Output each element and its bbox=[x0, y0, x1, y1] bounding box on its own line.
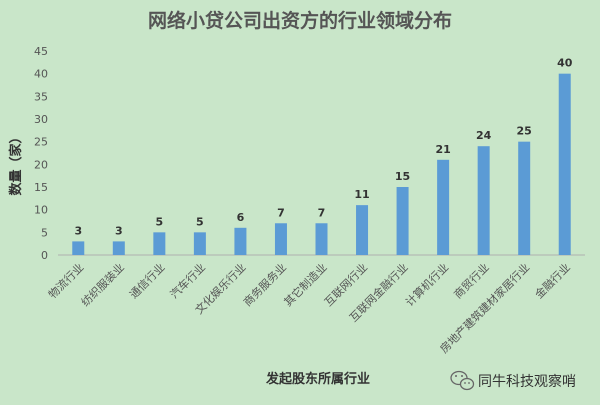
category-label: 汽车行业 bbox=[167, 260, 208, 301]
data-label: 15 bbox=[395, 170, 410, 183]
y-tick-label: 45 bbox=[34, 45, 48, 58]
y-axis-title: 数量（家） bbox=[8, 130, 24, 195]
y-tick-label: 5 bbox=[41, 226, 48, 239]
wechat-icon bbox=[450, 370, 475, 391]
data-label: 5 bbox=[156, 215, 164, 228]
category-label: 通信行业 bbox=[127, 261, 167, 301]
category-label: 商务服务业 bbox=[240, 260, 289, 309]
bars bbox=[72, 73, 571, 256]
y-tick-label: 30 bbox=[34, 113, 48, 126]
category-label: 物流行业 bbox=[45, 260, 86, 301]
category-label: 纺织服装业 bbox=[78, 260, 127, 309]
x-axis-title: 发起股东所属行业 bbox=[265, 371, 370, 387]
data-label: 25 bbox=[517, 125, 532, 138]
bar bbox=[518, 141, 531, 255]
data-label: 40 bbox=[557, 57, 573, 70]
data-label: 24 bbox=[476, 129, 492, 142]
bar bbox=[315, 223, 328, 255]
y-tick-label: 10 bbox=[34, 204, 48, 217]
y-axis-ticks: 0 5 10 15 20 25 30 35 40 45 bbox=[34, 45, 48, 262]
bar bbox=[153, 232, 166, 255]
data-label: 7 bbox=[277, 206, 285, 219]
data-label: 3 bbox=[115, 224, 123, 237]
bar bbox=[112, 241, 125, 255]
category-label: 商贸行业 bbox=[451, 260, 492, 301]
y-tick-label: 15 bbox=[34, 181, 48, 194]
category-label: 金融行业 bbox=[532, 260, 573, 301]
y-tick-label: 20 bbox=[34, 158, 48, 171]
bar bbox=[193, 232, 206, 255]
data-label: 5 bbox=[196, 215, 204, 228]
bar bbox=[234, 227, 247, 255]
bar bbox=[437, 159, 450, 255]
data-label: 21 bbox=[435, 143, 450, 156]
y-tick-label: 35 bbox=[34, 90, 48, 103]
bar bbox=[396, 187, 409, 255]
bar bbox=[558, 73, 571, 256]
bar bbox=[274, 223, 287, 255]
chart-title: 网络小贷公司出资方的行业领域分布 bbox=[148, 9, 452, 32]
y-tick-label: 25 bbox=[34, 136, 48, 149]
y-tick-label: 0 bbox=[41, 249, 48, 262]
data-label: 11 bbox=[354, 188, 369, 201]
watermark: 同牛科技观察哨 bbox=[450, 370, 576, 391]
bar bbox=[477, 146, 490, 255]
data-labels: 3 3 5 5 6 7 7 11 15 21 24 25 40 bbox=[74, 57, 572, 238]
bar bbox=[356, 205, 369, 255]
category-label: 计算机行业 bbox=[402, 260, 451, 309]
watermark-text: 同牛科技观察哨 bbox=[478, 373, 576, 390]
data-label: 3 bbox=[74, 224, 82, 237]
bar bbox=[72, 241, 85, 255]
data-label: 7 bbox=[318, 206, 326, 219]
category-label: 其它制造业 bbox=[281, 260, 330, 309]
data-label: 6 bbox=[237, 211, 245, 224]
y-tick-label: 40 bbox=[34, 68, 48, 81]
